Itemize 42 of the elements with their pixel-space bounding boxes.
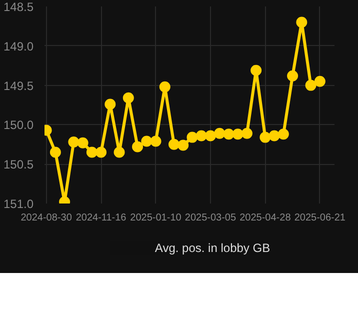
y-tick-label: 150.0 xyxy=(3,118,34,132)
point xyxy=(186,132,198,143)
point xyxy=(150,136,162,147)
point xyxy=(214,128,226,139)
point xyxy=(168,138,180,150)
point xyxy=(196,130,207,142)
point xyxy=(96,146,107,158)
point xyxy=(132,141,144,152)
point xyxy=(296,16,308,28)
y-tick-label: 149.5 xyxy=(3,78,34,93)
y-tick-label: 150.5 xyxy=(3,158,34,172)
x-tick-label: 2024-11-16 xyxy=(76,212,127,224)
point xyxy=(232,128,244,140)
x-tick-label: 2025-01-10 xyxy=(130,212,182,224)
x-tick-label: 2025-03-05 xyxy=(184,212,236,224)
point xyxy=(141,136,152,147)
point xyxy=(114,146,125,158)
point xyxy=(278,128,289,140)
point xyxy=(159,81,170,92)
point xyxy=(305,80,316,91)
point xyxy=(223,128,234,140)
point xyxy=(68,136,80,148)
point xyxy=(268,130,280,142)
x-tick-label: 2025-06-21 xyxy=(294,212,346,224)
y-tick-label: 148.5 xyxy=(3,0,34,14)
point xyxy=(86,146,98,158)
x-tick-label: 2025-04-28 xyxy=(240,212,292,224)
text: Avg. pos. in lobby GB xyxy=(154,241,270,255)
point xyxy=(241,128,252,139)
point xyxy=(260,132,271,143)
point xyxy=(204,130,216,142)
point xyxy=(122,92,134,104)
point xyxy=(250,64,262,76)
point xyxy=(77,137,88,148)
point xyxy=(50,146,61,158)
x-tick-label: 2024-08-30 xyxy=(20,212,72,224)
y-tick-label: 149.0 xyxy=(3,39,34,54)
point xyxy=(178,140,189,151)
point xyxy=(287,70,298,82)
point xyxy=(104,98,116,110)
point xyxy=(314,76,326,87)
y-tick-label: 151.0 xyxy=(3,197,34,211)
